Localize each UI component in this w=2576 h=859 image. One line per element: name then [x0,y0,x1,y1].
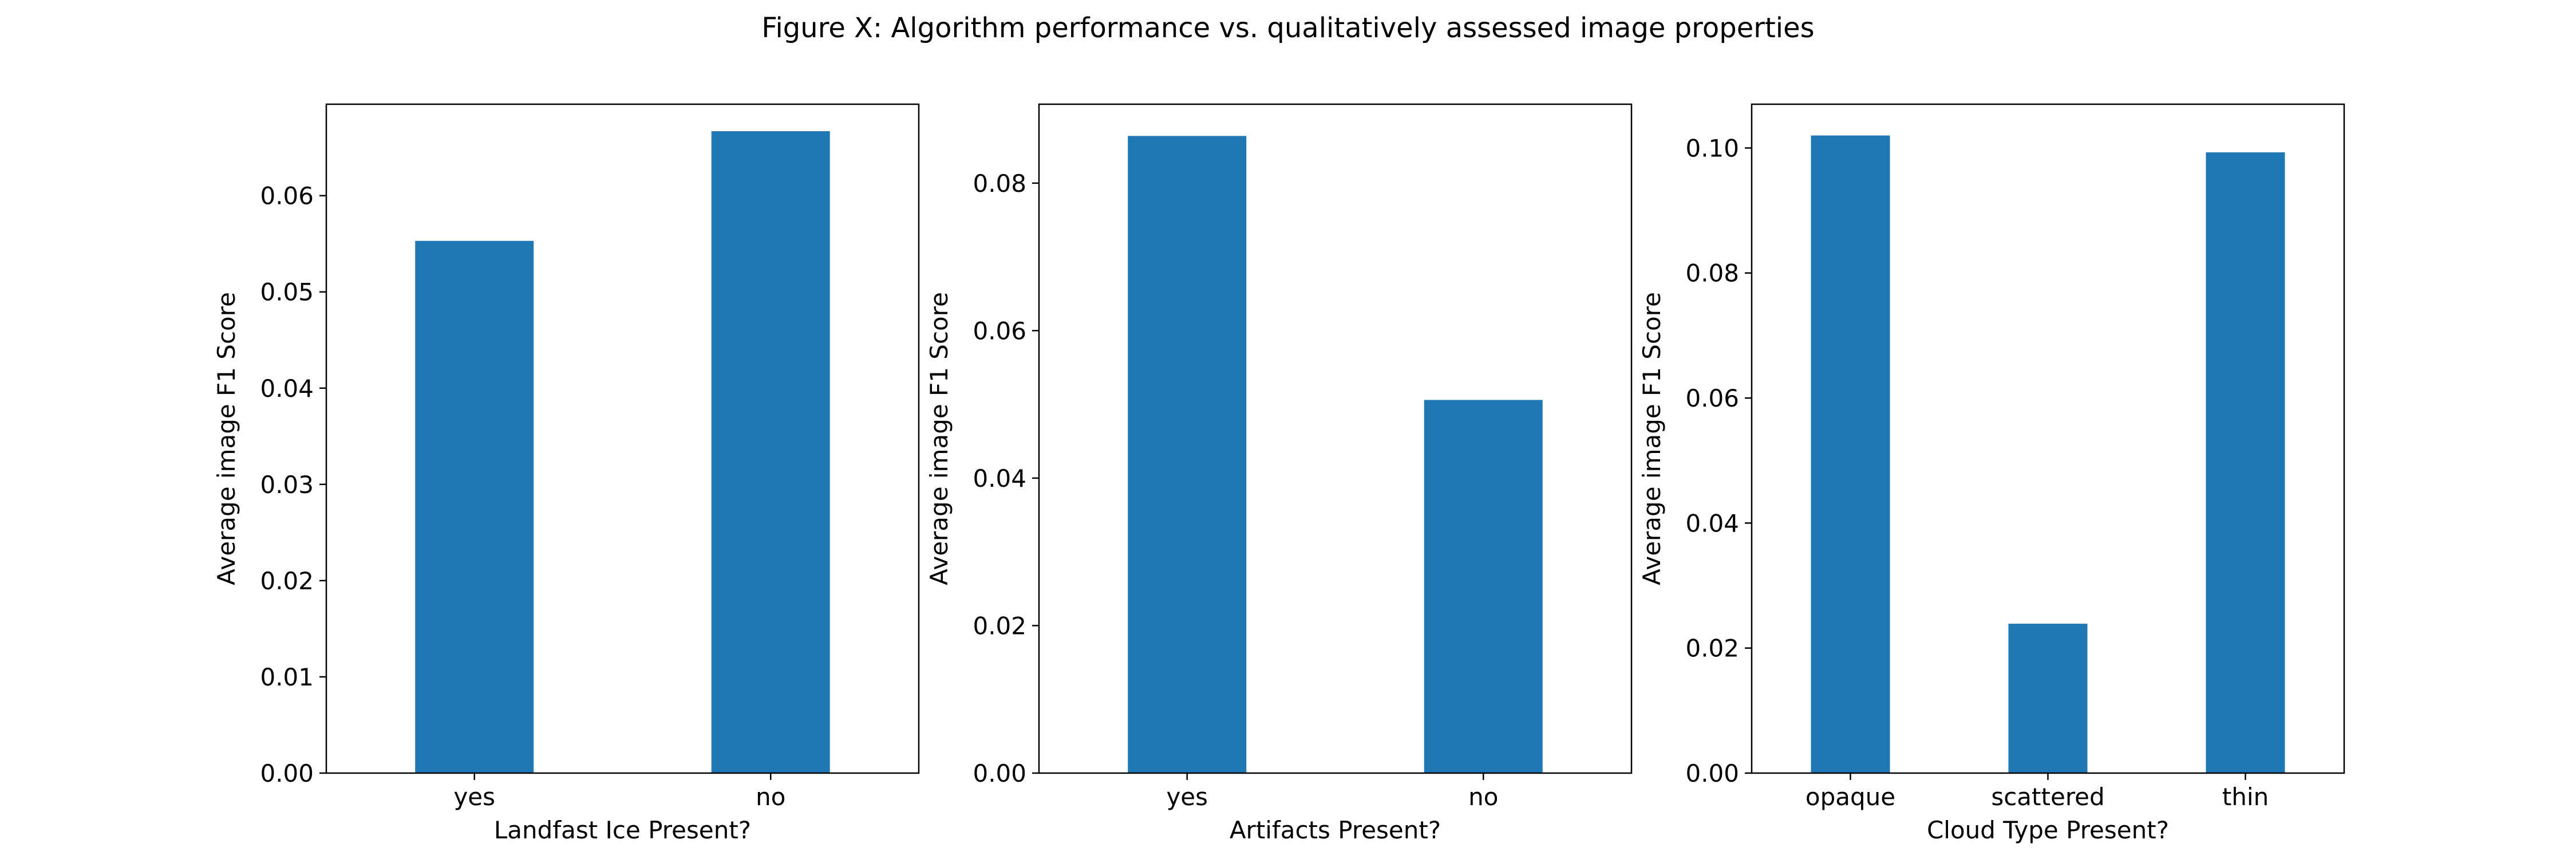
y-axis-label: Average image F1 Score [212,292,240,585]
bar-yes [1128,136,1247,773]
bar-thin [2206,152,2285,773]
y-tick-label: 0.04 [973,464,1026,492]
y-tick-label: 0.04 [260,375,314,403]
x-tick-label: no [756,783,785,811]
y-axis-label: Average image F1 Score [1638,292,1666,585]
plot-frame [325,103,920,774]
y-tick-label: 0.04 [1685,509,1739,537]
y-tick-label: 0.02 [973,612,1026,640]
y-tick-label: 0.02 [1685,635,1739,663]
y-tick-label: 0.08 [973,170,1026,198]
x-axis-label: Landfast Ice Present? [494,816,751,844]
subplot-3: opaque scattered thin 0.00 0.02 0.04 0.06 0.08 0… [1638,103,2345,844]
bar-no [1424,400,1543,773]
bar-opaque [1811,135,1890,773]
x-tick-label: no [1468,783,1498,811]
x-tick-label: yes [1166,783,1208,811]
subplots: yes no 0.00 0.01 0.02 0.03 0.04 0.05 0.06 Landfas… [212,103,2345,844]
bar-yes [415,241,534,773]
y-tick-label: 0.06 [973,317,1026,345]
y-tick-label: 0.10 [1685,134,1739,162]
y-axis-label: Average image F1 Score [925,292,953,585]
y-tick-label: 0.00 [973,759,1026,787]
y-tick-label: 0.00 [260,759,314,787]
bar-no [711,131,830,773]
y-tick-label: 0.03 [260,471,314,499]
subplot-1: yes no 0.00 0.01 0.02 0.03 0.04 0.05 0.06 Landfas… [212,103,920,844]
x-axis-label: Cloud Type Present? [1927,816,2169,844]
y-tick-label: 0.06 [260,182,314,210]
x-tick-label: thin [2222,783,2269,811]
y-tick-label: 0.02 [260,567,314,595]
y-tick-label: 0.06 [1685,384,1739,412]
y-tick-label: 0.05 [260,278,314,306]
x-axis-label: Artifacts Present? [1230,816,1441,844]
subplot-2: yes no 0.00 0.02 0.04 0.06 0.08 Artifacts Prese… [925,103,1633,844]
x-tick-label: opaque [1805,783,1895,811]
bar-scattered [2008,624,2088,773]
y-tick-label: 0.08 [1685,259,1739,287]
plot-frame [1038,103,1633,774]
figure-title: Figure X: Algorithm performance vs. qual… [761,12,1814,44]
y-tick-label: 0.00 [1685,759,1739,787]
x-tick-label: scattered [1991,783,2104,811]
y-tick-label: 0.01 [260,663,314,691]
x-tick-label: yes [453,783,495,811]
